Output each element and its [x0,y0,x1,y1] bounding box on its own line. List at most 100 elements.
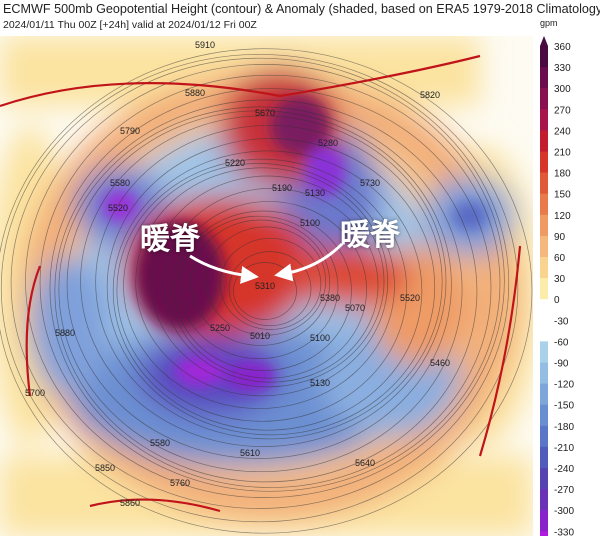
5880-contour-lines [0,54,522,513]
map-title: ECMWF 500mb Geopotential Height (contour… [3,2,600,16]
colorbar-segment [540,299,548,321]
contour-label: 5670 [255,108,275,118]
colorbar-segment [540,383,548,406]
colorbar-segment [540,362,548,385]
contour-label: 5520 [108,203,128,213]
contour-label: 5250 [210,323,230,333]
colorbar: 3603303002702402101801501209060300-30-60… [540,36,574,536]
colorbar-tick-label: 120 [554,211,571,222]
colorbar-tick-label: -150 [554,401,574,412]
colorbar-tick-label: -330 [554,527,574,536]
colorbar-segment [540,46,548,68]
contour-label: 5700 [25,388,45,398]
contour-label: 5820 [420,90,440,100]
colorbar-tick-label: -60 [554,337,569,348]
contour-line [80,115,447,447]
colorbar-segment [540,425,548,448]
colorbar-segment [540,109,548,131]
colorbar-tick-label: -120 [554,380,574,391]
colorbar-unit: gpm [540,18,558,28]
height-contours [0,48,533,534]
colorbar-tick-label: -240 [554,464,574,475]
map-valid-time: 2024/01/11 Thu 00Z [+24h] valid at 2024/… [3,19,257,31]
colorbar-tick-label: 210 [554,148,571,159]
contour-label: 5760 [170,478,190,488]
contour-label: 5310 [255,281,275,291]
contour-line [10,57,510,509]
contour-labels: 5910 5880 5820 5790 5670 5580 5520 5280 5220 5190… [25,40,450,508]
colorbar-tick-label: 0 [554,295,560,306]
contour-line [233,262,297,320]
warm-ridge-label-right: 暖脊 [340,218,400,253]
colorbar-segment [540,278,548,300]
colorbar-tick-label: 240 [554,126,571,137]
colorbar-segment [540,446,548,469]
colorbar-tick-label: 60 [554,253,566,264]
colorbar-segment [540,67,548,89]
colorbar-segment [540,341,548,363]
colorbar-segment [540,172,548,195]
colorbar-tick-label: 330 [554,63,571,74]
contour-label: 5860 [120,498,140,508]
colorbar-segment [540,489,548,511]
contour-label: 5010 [250,331,270,341]
colorbar-tick-label: -30 [554,316,569,327]
contour-line [170,201,367,379]
contour-label: 5520 [400,293,420,303]
colorbar-segment [540,214,548,237]
contour-label: 5880 [185,88,205,98]
colorbar-tick-label: -90 [554,359,569,370]
contour-label: 5640 [355,458,375,468]
contour-line [25,64,505,498]
contour-line [150,175,385,388]
contour-line [174,210,352,371]
colorbar-tick-label: 150 [554,190,571,201]
contour-label: 5730 [360,178,380,188]
colorbar-tick-label: 180 [554,169,571,180]
contour-line [190,219,331,346]
contour-label: 5100 [300,218,320,228]
contour-line [180,215,339,360]
polar-stereographic-map: 5910 5880 5820 5790 5670 5580 5520 5280 5220 5190… [0,36,533,536]
colorbar-segment [540,404,548,427]
contour-line [58,106,463,473]
colorbar-tick-label: -270 [554,485,574,496]
colorbar-segment [540,235,548,258]
contour-label: 5190 [272,183,292,193]
contour-label: 5580 [150,438,170,448]
colorbar-segment [540,320,548,342]
contour-line [54,99,478,483]
contour-label: 5910 [195,40,215,50]
contour-label: 5790 [120,126,140,136]
contour-line [0,48,533,534]
contour-label: 5070 [345,303,365,313]
colorbar-tick-label: 30 [554,274,566,285]
contour-line [49,88,492,488]
colorbar-tick-label: 300 [554,84,571,95]
contour-label: 5580 [110,178,130,188]
colorbar-tick-label: 360 [554,42,571,53]
contour-label: 5130 [305,188,325,198]
colorbar-segment [540,193,548,216]
warm-ridge-label-left: 暖脊 [140,222,200,257]
contour-line [116,158,408,422]
contour-line [219,237,322,330]
contour-label: 5610 [240,448,260,458]
contour-line [95,125,443,440]
contour-label: 5380 [320,293,340,303]
annotation-arrows [189,242,344,284]
contour-label: 5850 [95,463,115,473]
contour-line [0,54,519,523]
colorbar-segment [540,510,548,532]
colorbar-tick-label: 90 [554,232,566,243]
contour-label: 5460 [430,358,450,368]
colorbar-tick-label: -300 [554,506,574,517]
contour-label: 5880 [55,328,75,338]
contour-line [112,150,423,431]
colorbar-segment [540,257,548,279]
contour-line [39,74,501,492]
colorbar-tick-label: 270 [554,105,571,116]
colorbar-extend-arrow [540,36,548,46]
arrow-right-icon [274,242,344,282]
contour-line [106,138,436,436]
